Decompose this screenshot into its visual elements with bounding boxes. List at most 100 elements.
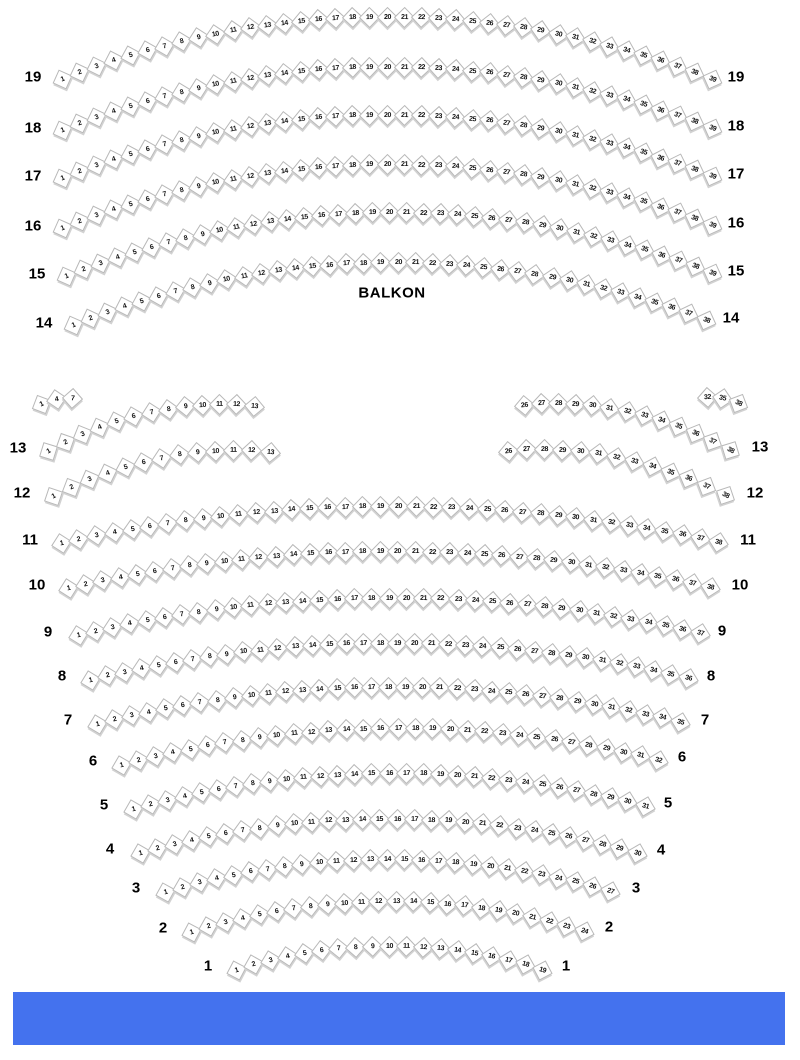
- seat[interactable]: 36: [650, 245, 672, 266]
- seat[interactable]: 35: [633, 239, 655, 261]
- seat[interactable]: 34: [651, 410, 672, 431]
- seat[interactable]: 36: [672, 618, 694, 640]
- seat[interactable]: 1: [38, 441, 58, 461]
- seat[interactable]: 5: [293, 942, 315, 964]
- seat[interactable]: 3: [92, 570, 114, 591]
- seat[interactable]: 6: [153, 607, 175, 628]
- seat[interactable]: 7: [161, 557, 183, 579]
- seat[interactable]: 3: [214, 912, 236, 933]
- seat[interactable]: 5: [198, 826, 219, 848]
- seat[interactable]: 12: [239, 115, 261, 137]
- seat[interactable]: 4: [181, 830, 202, 851]
- seat[interactable]: 8: [171, 31, 193, 53]
- seat[interactable]: 4: [97, 462, 118, 484]
- seat[interactable]: 8: [182, 276, 204, 298]
- seat[interactable]: 1: [154, 881, 176, 903]
- seat[interactable]: 5: [115, 456, 136, 478]
- seat[interactable]: 8: [206, 689, 228, 711]
- seat[interactable]: 32: [581, 80, 603, 102]
- seat[interactable]: 1: [122, 798, 144, 820]
- seat[interactable]: 3: [120, 705, 142, 727]
- seat[interactable]: 6: [139, 515, 161, 537]
- seat[interactable]: 33: [624, 450, 645, 472]
- seat[interactable]: 11: [222, 20, 244, 42]
- seat[interactable]: 2: [84, 620, 106, 642]
- seat[interactable]: 6: [123, 406, 145, 427]
- seat[interactable]: 33: [599, 182, 620, 203]
- seat[interactable]: 10: [216, 269, 238, 290]
- seat[interactable]: 3: [79, 469, 100, 490]
- seat[interactable]: 32: [647, 749, 669, 771]
- seat[interactable]: 1: [63, 315, 83, 335]
- seat[interactable]: 7: [157, 512, 179, 534]
- seat[interactable]: 3: [86, 107, 107, 128]
- seat[interactable]: 31: [564, 76, 586, 98]
- seat[interactable]: 10: [205, 122, 227, 144]
- seat[interactable]: 32: [606, 446, 627, 468]
- seat[interactable]: 7: [224, 776, 246, 798]
- seat[interactable]: 11: [222, 118, 244, 140]
- seat[interactable]: 36: [685, 423, 706, 444]
- seat[interactable]: 35: [660, 663, 682, 685]
- seat[interactable]: 23: [556, 915, 578, 937]
- seat[interactable]: 2: [55, 432, 75, 452]
- seat[interactable]: 3: [102, 616, 123, 638]
- seat[interactable]: 37: [682, 572, 704, 594]
- seat[interactable]: 4: [103, 101, 124, 122]
- seat[interactable]: 31: [575, 273, 597, 295]
- seat[interactable]: 2: [146, 838, 168, 859]
- seat[interactable]: 38: [696, 310, 716, 330]
- seat[interactable]: 5: [190, 782, 212, 804]
- seat[interactable]: 1: [79, 669, 101, 691]
- seat[interactable]: 35: [633, 142, 654, 164]
- seat[interactable]: 1: [86, 713, 108, 735]
- seat[interactable]: 11: [222, 70, 244, 92]
- seat[interactable]: 4: [114, 296, 135, 317]
- seat[interactable]: 1: [43, 486, 63, 506]
- seat[interactable]: 31: [587, 443, 609, 465]
- seat[interactable]: 7: [151, 447, 172, 469]
- seat[interactable]: 35: [660, 461, 681, 483]
- seat[interactable]: 38: [707, 531, 729, 553]
- seat[interactable]: 34: [616, 40, 637, 61]
- seat[interactable]: 2: [68, 528, 90, 550]
- seat[interactable]: 35: [633, 94, 654, 116]
- seat[interactable]: 19: [531, 959, 553, 981]
- seat[interactable]: 2: [103, 709, 125, 731]
- seat[interactable]: 26: [582, 876, 604, 897]
- seat[interactable]: 8: [171, 82, 193, 103]
- seat[interactable]: 5: [179, 738, 201, 760]
- seat[interactable]: 5: [120, 45, 141, 66]
- seat[interactable]: 3: [86, 205, 107, 226]
- seat[interactable]: 9: [199, 272, 221, 294]
- seat[interactable]: 10: [205, 23, 227, 45]
- seat[interactable]: 30: [626, 842, 648, 864]
- seat[interactable]: 9: [191, 223, 213, 245]
- seat[interactable]: 39: [702, 166, 722, 186]
- seat[interactable]: 11: [240, 594, 262, 617]
- seat[interactable]: 37: [689, 527, 711, 549]
- seat[interactable]: 3: [72, 424, 93, 445]
- seat[interactable]: 29: [609, 838, 631, 859]
- seat[interactable]: 7: [165, 281, 186, 302]
- seat[interactable]: 4: [138, 701, 159, 723]
- seat[interactable]: 37: [667, 202, 688, 223]
- seat[interactable]: 8: [171, 130, 193, 151]
- seat[interactable]: 9: [188, 175, 210, 197]
- seat[interactable]: 36: [672, 524, 693, 546]
- seat[interactable]: 38: [720, 440, 740, 460]
- seat[interactable]: 2: [242, 954, 264, 976]
- seat[interactable]: 2: [69, 161, 90, 182]
- seat[interactable]: 2: [61, 477, 81, 498]
- seat[interactable]: 3: [156, 790, 178, 811]
- seat[interactable]: 7: [154, 134, 175, 155]
- seat[interactable]: 6: [137, 91, 158, 112]
- seat[interactable]: 10: [208, 220, 230, 241]
- seat[interactable]: 37: [667, 105, 688, 126]
- seat[interactable]: 37: [703, 431, 723, 451]
- seat[interactable]: 5: [120, 194, 141, 215]
- seat[interactable]: 2: [69, 113, 90, 134]
- seat[interactable]: 4: [231, 907, 253, 929]
- seat[interactable]: 7: [154, 86, 175, 107]
- seat[interactable]: 22: [539, 911, 561, 932]
